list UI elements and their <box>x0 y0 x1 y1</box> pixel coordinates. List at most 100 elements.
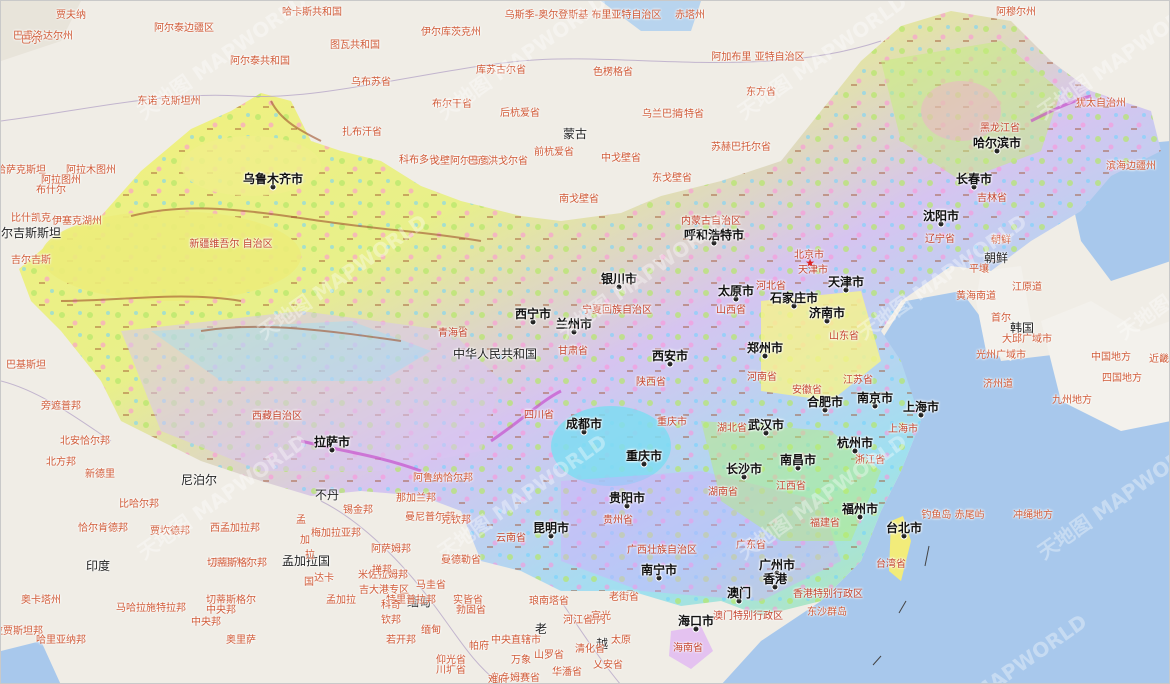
region-label-f52: 新德里 <box>85 469 115 480</box>
region-label-f38: 大邱广域市 <box>1002 334 1052 345</box>
city-label-fuzhou[interactable]: 福州市 <box>841 502 879 516</box>
region-label-f85: 吉尔吉斯 <box>11 255 51 266</box>
city-marker-chongqing[interactable] <box>640 460 648 468</box>
city-marker-yinchuan[interactable] <box>615 283 623 291</box>
country-label-korea_s: 韩国 <box>1009 321 1035 335</box>
region-label-f29: 南戈壁省 <box>559 194 599 205</box>
province-label-fujian: 福建省 <box>810 518 840 529</box>
city-marker-tianjin[interactable] <box>842 286 850 294</box>
city-marker-changsha[interactable] <box>740 473 748 481</box>
city-marker-kunming[interactable] <box>547 532 555 540</box>
city-label-lhasa[interactable]: 拉萨市 <box>313 435 351 449</box>
city-label-guiyang[interactable]: 贵阳市 <box>608 491 646 505</box>
region-label-f87: 缅甸 <box>421 625 441 636</box>
city-label-macau[interactable]: 澳门 <box>726 586 752 600</box>
city-label-chongqing[interactable]: 重庆市 <box>625 449 663 463</box>
city-marker-changchun[interactable] <box>970 183 978 191</box>
city-label-changsha[interactable]: 长沙市 <box>725 462 763 476</box>
city-label-hohhot[interactable]: 呼和浩特市 <box>683 228 745 242</box>
region-label-f36: 江原道 <box>1012 282 1042 293</box>
capital-star-icon: ★ <box>805 256 815 270</box>
city-label-shanghai[interactable]: 上海市 <box>902 400 940 414</box>
region-label-f17: 扎布汗省 <box>342 127 382 138</box>
city-marker-hongkong[interactable] <box>771 583 779 591</box>
city-label-nanchang[interactable]: 南昌市 <box>779 453 817 467</box>
city-marker-guangzhou[interactable] <box>773 569 781 577</box>
province-label-liaoning: 辽宁省 <box>925 234 955 245</box>
city-label-nanning[interactable]: 南宁市 <box>640 563 678 577</box>
city-label-kunming[interactable]: 昆明市 <box>532 521 570 535</box>
city-label-xian[interactable]: 西安市 <box>651 349 689 363</box>
city-marker-hefei[interactable] <box>821 406 829 414</box>
city-label-zhengzhou[interactable]: 郑州市 <box>746 341 784 355</box>
city-label-wuhan[interactable]: 武汉市 <box>747 418 785 432</box>
city-label-chengdu[interactable]: 成都市 <box>565 417 603 431</box>
region-label-f7: 阿尔泰边疆区 <box>154 23 214 34</box>
city-label-jinan[interactable]: 济南市 <box>808 306 846 320</box>
region-label-f81: 布什尔 <box>36 185 66 196</box>
region-label-f69: 河内 <box>586 615 606 626</box>
city-marker-nanjing[interactable] <box>871 402 879 410</box>
city-marker-lhasa[interactable] <box>328 446 336 454</box>
country-label-india: 印度 <box>85 559 111 573</box>
country-label-vietnam: 越 <box>595 637 609 651</box>
region-label-f71: 乂安省 <box>593 660 623 671</box>
city-label-hongkong[interactable]: 香港 <box>762 572 788 586</box>
city-label-yinchuan[interactable]: 银川市 <box>600 272 638 286</box>
city-marker-taiyuan[interactable] <box>732 295 740 303</box>
city-marker-macau[interactable] <box>735 597 743 605</box>
country-label-laos: 老 <box>534 622 548 636</box>
city-marker-shanghai[interactable] <box>917 411 925 419</box>
city-label-harbin[interactable]: 哈尔滨市 <box>972 136 1022 150</box>
city-label-changchun[interactable]: 长春市 <box>955 172 993 186</box>
city-marker-xining[interactable] <box>529 318 537 326</box>
city-marker-wuhan[interactable] <box>762 429 770 437</box>
city-marker-zhengzhou[interactable] <box>761 352 769 360</box>
city-marker-hohhot[interactable] <box>710 239 718 247</box>
city-label-shenyang[interactable]: 沈阳市 <box>922 209 960 223</box>
city-label-taipei[interactable]: 台北市 <box>885 521 923 535</box>
region-label-f114: 加 <box>300 535 310 546</box>
city-marker-urumqi[interactable] <box>269 183 277 191</box>
city-label-tianjin[interactable]: 天津市 <box>827 275 865 289</box>
city-marker-lanzhou[interactable] <box>570 328 578 336</box>
city-marker-haikou[interactable] <box>692 625 700 633</box>
city-marker-fuzhou[interactable] <box>856 513 864 521</box>
region-label-f20: 肯特省 <box>674 109 704 120</box>
city-marker-nanchang[interactable] <box>794 464 802 472</box>
city-label-taiyuan[interactable]: 太原市 <box>717 284 755 298</box>
region-label-f90: 太原 <box>611 635 631 646</box>
region-label-f37: 首尔 <box>991 313 1011 324</box>
city-marker-shenyang[interactable] <box>937 220 945 228</box>
city-label-hefei[interactable]: 合肥市 <box>806 395 844 409</box>
city-marker-nanning[interactable] <box>655 574 663 582</box>
city-label-shijiazhuang[interactable]: 石家庄市 <box>769 291 819 305</box>
city-label-urumqi[interactable]: 乌鲁木齐市 <box>242 172 304 186</box>
region-label-f27: 中戈壁省 <box>601 153 641 164</box>
city-label-hangzhou[interactable]: 杭州市 <box>836 436 874 450</box>
region-label-f41: 中国地方 <box>1091 352 1131 363</box>
city-marker-jinan[interactable] <box>823 317 831 325</box>
city-marker-taipei[interactable] <box>900 532 908 540</box>
region-label-f14: 布尔干省 <box>432 99 472 110</box>
city-label-nanjing[interactable]: 南京市 <box>856 391 894 405</box>
province-label-heilongjiang: 黑龙江省 <box>980 123 1020 134</box>
region-label-f22: 阿拉木图州 <box>66 165 116 176</box>
region-label-f48: 巴基斯坦 <box>6 360 46 371</box>
region-label-f89: 宣光 <box>591 611 611 622</box>
city-marker-chengdu[interactable] <box>580 428 588 436</box>
city-label-lanzhou[interactable]: 兰州市 <box>555 317 593 331</box>
city-marker-shijiazhuang[interactable] <box>790 302 798 310</box>
province-label-shaanxi: 陕西省 <box>636 377 666 388</box>
region-label-f66: 掸邦 <box>372 565 392 576</box>
city-marker-hangzhou[interactable] <box>851 447 859 455</box>
city-label-guangzhou[interactable]: 广州市 <box>758 558 796 572</box>
city-marker-harbin[interactable] <box>993 147 1001 155</box>
city-marker-guiyang[interactable] <box>623 502 631 510</box>
city-marker-xian[interactable] <box>666 360 674 368</box>
city-label-haikou[interactable]: 海口市 <box>677 614 715 628</box>
city-label-xining[interactable]: 西宁市 <box>514 307 552 321</box>
province-label-ningxia: 宁夏回族自治区 <box>582 305 652 316</box>
region-label-f45: 冲绳地方 <box>1013 510 1053 521</box>
